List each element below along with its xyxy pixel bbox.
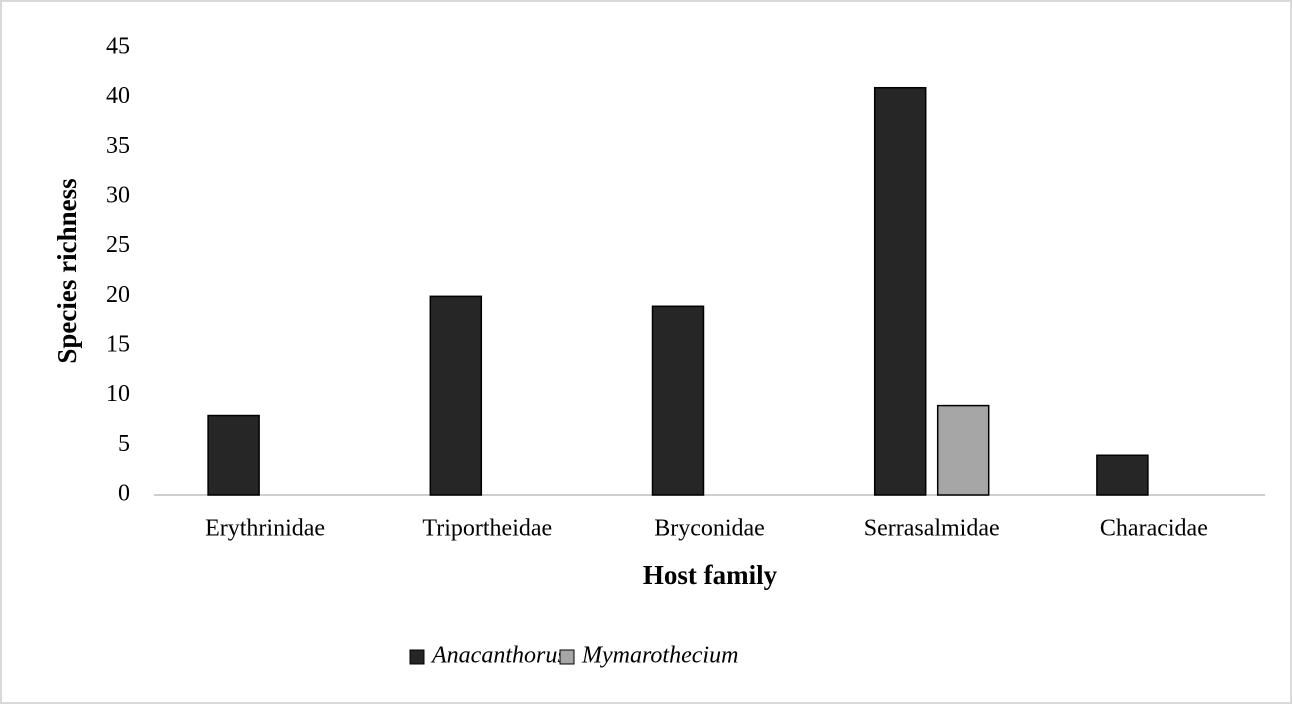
y-tick-label: 25 [106, 232, 130, 258]
legend-label: Anacanthorus [430, 643, 567, 669]
bar [936, 404, 990, 496]
y-tick-label: 15 [106, 332, 130, 358]
legend-swatch [409, 649, 425, 665]
x-axis-title: Host family [643, 560, 778, 590]
bar [1096, 454, 1149, 496]
y-tick-label: 20 [106, 282, 130, 308]
bar [873, 86, 927, 496]
legend-swatch [559, 649, 575, 665]
y-tick-label: 40 [106, 83, 130, 109]
y-tick-label: 10 [106, 381, 130, 407]
bar [207, 414, 260, 496]
y-tick-label: 0 [118, 481, 130, 507]
y-tick-label: 30 [106, 183, 130, 209]
y-axis-title: Species richness [52, 178, 82, 363]
y-tick-label: 5 [118, 431, 130, 457]
y-tick-label: 45 [106, 34, 130, 60]
legend-label: Mymarothecium [581, 643, 738, 669]
x-tick-label: Characidae [1100, 516, 1208, 542]
bar [651, 305, 705, 496]
x-tick-label: Bryconidae [654, 516, 765, 542]
x-tick-label: Serrasalmidae [864, 516, 1000, 542]
y-tick-label: 35 [106, 133, 130, 159]
x-tick-label: Erythrinidae [205, 516, 325, 542]
x-tick-label: Triportheidae [422, 516, 552, 542]
bar [429, 295, 483, 496]
